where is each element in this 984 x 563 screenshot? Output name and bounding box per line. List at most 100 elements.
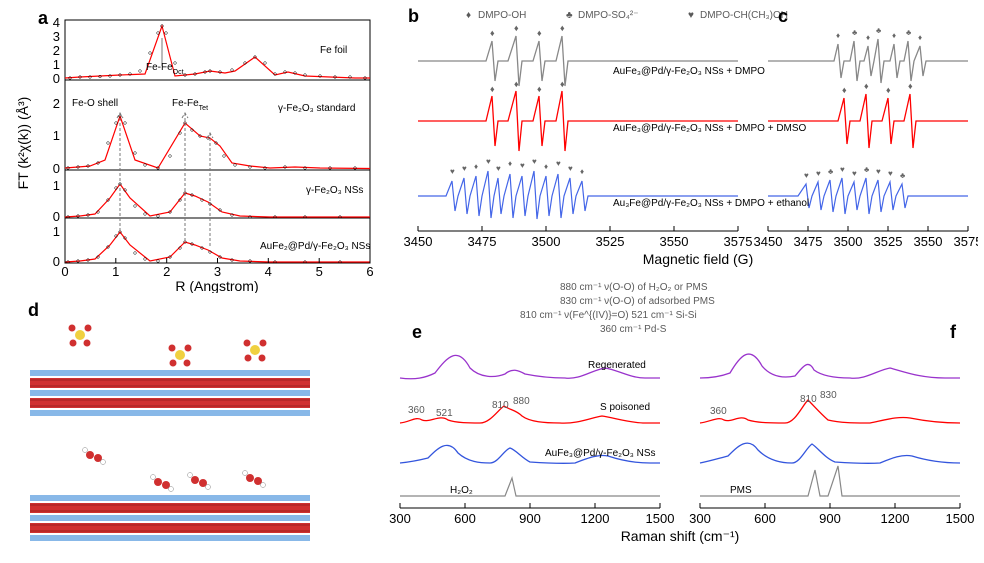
svg-text:360: 360 — [710, 406, 727, 417]
svg-text:♦: ♦ — [886, 85, 891, 95]
svg-text:♣: ♣ — [566, 10, 573, 21]
svg-text:810 cm⁻¹ ν(Fe^{(IV)}=O) 521 c: 810 cm⁻¹ ν(Fe^{(IV)}=O) 521 cm⁻¹ Si-Si — [520, 310, 697, 321]
svg-text:♦: ♦ — [864, 81, 869, 91]
svg-text:♦: ♦ — [842, 85, 847, 95]
svg-text:3475: 3475 — [468, 234, 497, 249]
svg-text:♦: ♦ — [537, 84, 542, 94]
svg-text:810: 810 — [492, 400, 509, 411]
svg-text:♣: ♣ — [900, 171, 906, 180]
label-spoisoned: S poisoned — [600, 402, 650, 413]
svg-text:♥: ♥ — [568, 164, 573, 173]
panel-a-chart: Fe foil γ-Fe₂O₃ standard γ-Fe₂O₃ NSs AuF… — [10, 8, 380, 293]
raman-axes — [400, 503, 960, 508]
svg-text:♦: ♦ — [918, 33, 922, 42]
panel-bc: b c ♦DMPO-OH ♣DMPO-SO₄²⁻ ♥DMPO-CH(CH₃)OH… — [398, 6, 978, 276]
svg-text:♥: ♥ — [688, 10, 694, 21]
svg-text:3450: 3450 — [754, 234, 783, 249]
svg-text:810: 810 — [800, 394, 817, 405]
panel-c-traces: ♦♣♦♣♦♣♦ ♦♦♦♦ ♥♥♣♥♥♣♥♥♣ — [768, 26, 968, 214]
svg-text:880 cm⁻¹ ν(O-O) of H₂O₂ or PMS: 880 cm⁻¹ ν(O-O) of H₂O₂ or PMS — [560, 282, 708, 293]
svg-text:♥: ♥ — [852, 169, 857, 178]
svg-text:♥: ♥ — [840, 165, 845, 174]
svg-text:♥: ♥ — [496, 164, 501, 173]
label-shell-feo: Fe-O shell — [72, 98, 118, 109]
svg-text:300: 300 — [389, 511, 411, 526]
epr-legend: ♦DMPO-OH ♣DMPO-SO₄²⁻ ♥DMPO-CH(CH₃)OH — [466, 10, 788, 21]
svg-text:521: 521 — [436, 408, 453, 419]
label-pms: PMS — [730, 485, 752, 496]
panel-a-label: a — [38, 8, 48, 29]
h2o2-4 — [243, 471, 266, 488]
svg-text:♥: ♥ — [532, 157, 537, 166]
panel-a-ylabel: FT (k²χ(k)) (Å³) — [15, 97, 31, 190]
svg-text:3550: 3550 — [660, 234, 689, 249]
panel-d: d — [10, 300, 320, 555]
svg-text:900: 900 — [519, 511, 541, 526]
svg-text:♥: ♥ — [888, 169, 893, 178]
svg-text:830: 830 — [820, 390, 837, 401]
svg-text:3475: 3475 — [794, 234, 823, 249]
svg-text:2: 2 — [53, 43, 60, 58]
svg-text:♦: ♦ — [490, 84, 495, 94]
sulfate-molecule-1 — [69, 325, 92, 347]
label-aufe-raman: AuFe₃@Pd/γ-Fe₂O₃ NSs — [545, 448, 656, 459]
svg-text:3525: 3525 — [596, 234, 625, 249]
raman-e-traces — [400, 355, 660, 496]
svg-text:♦: ♦ — [514, 79, 519, 89]
raman-e-peakmarks: 360521810880 — [408, 396, 530, 419]
svg-text:AuFe₃@Pd/γ-Fe₂O₃ NSs + DMPO: AuFe₃@Pd/γ-Fe₂O₃ NSs + DMPO — [613, 66, 765, 77]
svg-text:0: 0 — [53, 254, 60, 269]
svg-text:♦: ♦ — [537, 28, 542, 38]
svg-text:♣: ♣ — [876, 26, 882, 35]
panel-f-label: f — [950, 322, 957, 342]
svg-text:4: 4 — [53, 15, 60, 30]
panel-d-structure — [10, 300, 320, 555]
svg-text:2: 2 — [53, 96, 60, 111]
svg-text:♦: ♦ — [836, 31, 840, 40]
panel-ef-chart: 880 cm⁻¹ ν(O-O) of H₂O₂ or PMS 830 cm⁻¹ … — [330, 278, 980, 560]
svg-text:300: 300 — [689, 511, 711, 526]
raman-annotations: 880 cm⁻¹ ν(O-O) of H₂O₂ or PMS 830 cm⁻¹ … — [520, 282, 715, 335]
svg-text:830 cm⁻¹ ν(O-O) of adsorbed P: 830 cm⁻¹ ν(O-O) of adsorbed PMS — [560, 296, 715, 307]
svg-text:600: 600 — [454, 511, 476, 526]
panel-a-yticks: 0 1 0 1 0 1 2 0 1 2 3 4 — [53, 15, 60, 269]
svg-text:1: 1 — [112, 264, 119, 279]
svg-text:6: 6 — [366, 264, 373, 279]
label-h2o2: H₂O₂ — [450, 485, 473, 496]
panel-b-traces: ♦♦♦♦ ♦♦♦♦ ♥♥♦♥♥♦♥♥♦♥♥♦ — [418, 23, 738, 219]
svg-text:♦: ♦ — [514, 23, 519, 33]
svg-text:880: 880 — [513, 396, 530, 407]
svg-text:1500: 1500 — [646, 511, 675, 526]
svg-text:3500: 3500 — [834, 234, 863, 249]
svg-text:900: 900 — [819, 511, 841, 526]
svg-text:1: 1 — [53, 178, 60, 193]
svg-text:1500: 1500 — [946, 511, 975, 526]
svg-text:1200: 1200 — [581, 511, 610, 526]
svg-text:0: 0 — [53, 161, 60, 176]
svg-text:1: 1 — [53, 128, 60, 143]
svg-text:DMPO-CH(CH₃)OH: DMPO-CH(CH₃)OH — [700, 10, 788, 21]
svg-text:2: 2 — [163, 264, 170, 279]
svg-text:4: 4 — [265, 264, 272, 279]
panel-bc-chart: ♦ DMPO-OH ♣ DMPO-SO₄²⁻ ♥ DMPO-CH(CH₃)OH ♦ ♦ ♦… — [398, 6, 978, 276]
svg-text:3500: 3500 — [532, 234, 561, 249]
raman-f-peakmarks: 360 810830 — [710, 390, 837, 417]
panel-a-xlabel: R (Angstrom) — [175, 278, 258, 293]
svg-text:♣: ♣ — [852, 28, 858, 37]
svg-text:DMPO-OH: DMPO-OH — [478, 10, 526, 21]
svg-text:3550: 3550 — [914, 234, 943, 249]
panel-d-label: d — [28, 300, 39, 321]
svg-text:♣: ♣ — [906, 28, 912, 37]
svg-text:600: 600 — [754, 511, 776, 526]
svg-text:♣: ♣ — [828, 167, 834, 176]
svg-text:♥: ♥ — [462, 164, 467, 173]
svg-text:DMPO-SO₄²⁻: DMPO-SO₄²⁻ — [578, 10, 638, 21]
svg-text:♥: ♥ — [816, 169, 821, 178]
panel-b-label: b — [408, 6, 419, 27]
svg-text:♥: ♥ — [520, 161, 525, 170]
figure-multi-panel: { "panel_a": { "type": "line", "label": … — [0, 0, 984, 563]
raman-f-traces — [700, 354, 960, 496]
svg-text:Au₃Fe@Pd/γ-Fe₂O₃ NSs + DMPO +: Au₃Fe@Pd/γ-Fe₂O₃ NSs + DMPO + ethanol — [613, 198, 809, 209]
top-surface — [30, 325, 310, 417]
svg-text:3450: 3450 — [404, 234, 433, 249]
